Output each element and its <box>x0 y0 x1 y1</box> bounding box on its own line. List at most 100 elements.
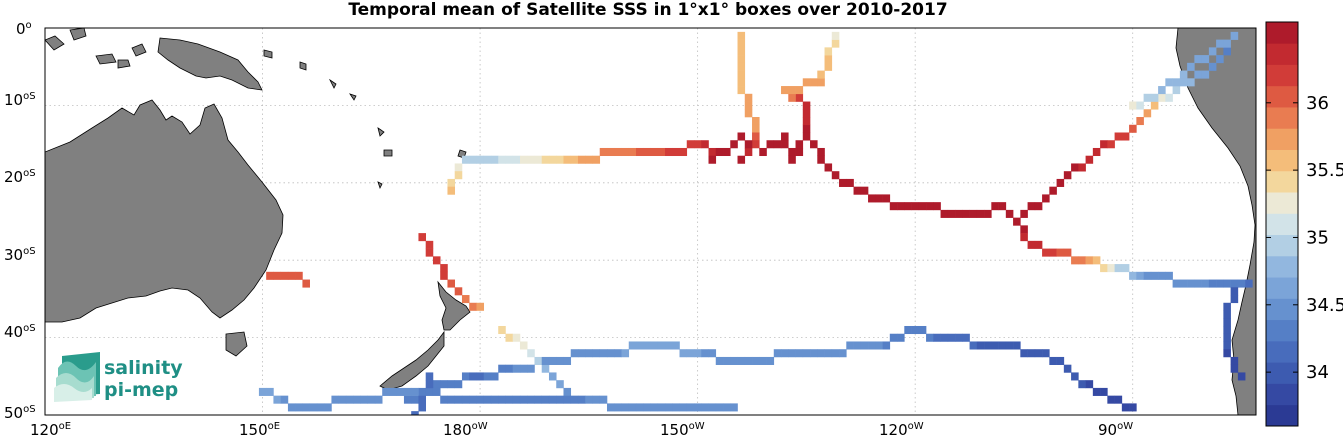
colorbar-segment <box>1266 192 1298 214</box>
lat-tick-40s: 40oS <box>4 323 36 341</box>
sss-cell <box>737 78 746 87</box>
sss-cell <box>440 264 448 273</box>
sss-cell <box>548 372 557 381</box>
sss-cell <box>273 395 281 404</box>
sss-cell <box>628 403 637 412</box>
sss-cell <box>367 395 376 404</box>
sss-cell <box>541 356 550 365</box>
lat-tick-50s: 50oS <box>4 404 36 422</box>
sss-cell <box>1063 171 1072 180</box>
sss-cell <box>570 155 579 164</box>
sss-cell <box>454 380 463 389</box>
logo-text-salinity: salinity <box>104 357 183 379</box>
sss-cell <box>781 132 789 141</box>
sss-cell <box>273 271 281 280</box>
sss-cell <box>737 155 746 164</box>
sss-cell <box>694 140 702 149</box>
sss-cell <box>505 364 514 373</box>
colorbar-tick-35: 35 <box>1306 227 1329 248</box>
sss-cell <box>650 341 659 350</box>
sss-cell <box>998 341 1007 350</box>
colorbar-segment <box>1266 234 1298 257</box>
sss-cell <box>1150 271 1159 280</box>
sss-cell <box>810 140 818 149</box>
sss-cell <box>374 395 383 404</box>
sss-cell <box>1245 279 1253 288</box>
sss-cell <box>266 387 274 396</box>
sss-cell <box>788 93 796 102</box>
sss-cell <box>1129 271 1137 280</box>
sss-cell <box>1071 372 1079 381</box>
sss-cell <box>1201 70 1210 79</box>
sss-cell <box>679 349 688 358</box>
sss-cell <box>715 356 724 365</box>
sss-cell <box>519 395 528 404</box>
sss-cell <box>614 147 622 157</box>
lat-tick-0: 0o <box>16 20 32 38</box>
sss-cell <box>933 333 941 342</box>
colorbar-segment <box>1266 149 1298 172</box>
sss-cell <box>875 341 883 350</box>
sss-cell <box>309 403 318 412</box>
sss-cell <box>991 341 999 350</box>
sss-cell <box>1129 124 1137 133</box>
south-america-land <box>1175 28 1256 415</box>
sss-cell <box>519 155 528 164</box>
sss-cell <box>527 349 535 358</box>
sss-cell <box>1143 93 1152 102</box>
sss-cell <box>295 403 303 412</box>
sss-cell <box>868 341 876 350</box>
sss-cell <box>498 395 506 404</box>
sss-cell <box>1158 86 1166 95</box>
sss-cell <box>469 155 477 164</box>
sss-cell <box>425 248 434 257</box>
sss-cell <box>628 341 637 350</box>
sss-cell <box>940 333 949 342</box>
sss-cell <box>1027 202 1036 211</box>
sss-cell <box>802 117 811 126</box>
sss-cell <box>490 372 499 381</box>
sss-cell <box>606 147 615 157</box>
colorbar-tick-35-5: 35.5 <box>1306 160 1343 181</box>
sss-cell <box>860 341 869 350</box>
sss-cell <box>781 140 789 149</box>
sss-cell <box>737 39 746 48</box>
sss-cell <box>563 356 572 365</box>
sss-cell <box>802 124 811 133</box>
sss-cell <box>1223 310 1231 319</box>
sss-cell <box>628 147 637 157</box>
sss-cell <box>1208 279 1217 288</box>
colorbar-segment <box>1266 22 1298 44</box>
sss-cell <box>1049 248 1057 257</box>
land-masses <box>45 28 1256 415</box>
sss-cell <box>556 380 564 389</box>
sss-cell <box>461 295 470 304</box>
sss-cell <box>839 178 847 187</box>
sss-cell <box>679 147 688 157</box>
sss-cell <box>1230 31 1239 40</box>
lat-tick-20s: 20oS <box>4 168 36 186</box>
sss-cell <box>1049 356 1057 365</box>
sss-cell <box>534 155 543 164</box>
sss-cell <box>1136 117 1144 126</box>
sss-cell <box>1230 356 1239 365</box>
sss-cell <box>563 395 572 404</box>
colorbar-segment <box>1266 255 1298 278</box>
sss-cell <box>1013 217 1021 226</box>
sss-cell <box>1056 356 1065 365</box>
sss-cell <box>1150 101 1159 110</box>
sss-cell <box>708 349 717 358</box>
lon-tick-120e: 120oE <box>30 421 71 438</box>
sss-cell <box>418 403 427 412</box>
sss-cell <box>440 380 448 389</box>
sss-cell <box>512 395 521 404</box>
sss-cell <box>773 349 782 358</box>
sss-cell <box>795 86 804 95</box>
sss-cell <box>541 395 550 404</box>
sss-cell <box>795 349 804 358</box>
sss-cell <box>1230 364 1239 373</box>
sss-cell <box>527 155 535 164</box>
logo-wave-icon <box>54 352 100 402</box>
sss-cell <box>425 372 434 381</box>
sss-cell <box>1223 47 1231 56</box>
